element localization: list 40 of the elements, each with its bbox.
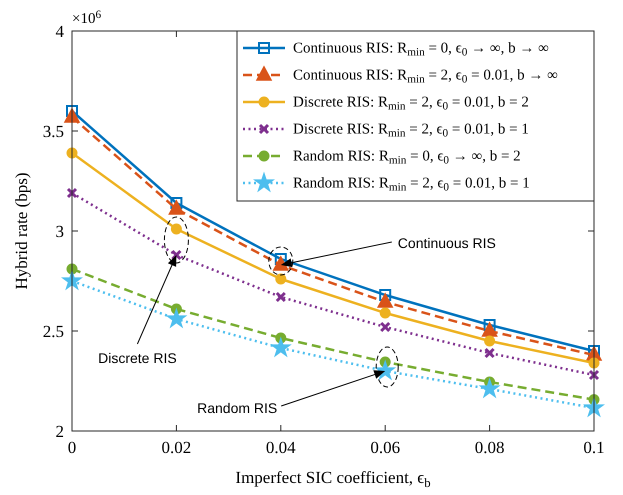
point [484, 348, 496, 358]
legend-label: Continuous RIS: R$_{min}$ = 2, ϵ$_{0}$ = 0.01, b → ∞ [293, 68, 558, 86]
point [66, 188, 78, 198]
point [64, 108, 80, 123]
point [275, 274, 286, 284]
text: ×10$^{6}$ [72, 9, 102, 27]
annotation: Discrete RIS [98, 350, 177, 366]
y-tick-label: 4 [56, 22, 64, 41]
annotation: Continuous RIS [398, 235, 496, 251]
point [588, 370, 600, 380]
point [165, 307, 188, 328]
legend-label: Discrete RIS: R$_{min}$ = 2, ϵ$_{0}$ = 0.01, b = 2 [293, 94, 529, 113]
point [380, 308, 391, 318]
point [170, 224, 182, 234]
y-tick-label: 2 [56, 422, 64, 441]
y-tick-label: 2.5 [42, 322, 64, 341]
x-tick-label: 0.08 [474, 438, 504, 457]
x-axis-title: Imperfect SIC coefficient, ϵ$_{b}$ [235, 468, 431, 490]
x-tick-label: 0.1 [583, 438, 605, 457]
x-tick-label: 0.02 [162, 438, 192, 457]
point [482, 322, 498, 337]
point [170, 250, 182, 260]
legend-label: Continuous RIS: R$_{min}$ = 0, ϵ$_{0}$ → ∞, b → ∞ [293, 40, 550, 59]
annotation: Random RIS [197, 400, 278, 416]
point [377, 293, 393, 308]
x-tick-label: 0.06 [370, 438, 400, 457]
point [168, 200, 184, 215]
y-tick-label: 3 [56, 222, 64, 241]
legend-label: Random RIS: R$_{min}$ = 2, ϵ$_{0}$ = 0.01, b = 1 [293, 176, 530, 194]
point [275, 292, 286, 302]
legend-label: Discrete RIS: R$_{min}$ = 2, ϵ$_{0}$ = 0.01, b = 1 [293, 122, 529, 140]
point [478, 377, 501, 398]
point [380, 322, 391, 332]
x-tick-label: 0.04 [266, 438, 296, 457]
legend-label: Random RIS: R$_{min}$ = 0, ϵ$_{0}$ → ∞, b = 2 [293, 148, 521, 167]
point [484, 336, 496, 346]
y-tick-label: 3.5 [42, 122, 64, 141]
x-tick-label: 0 [68, 438, 76, 457]
y-axis-title: Hybrid rate (bps) [12, 172, 31, 290]
point [270, 336, 292, 358]
